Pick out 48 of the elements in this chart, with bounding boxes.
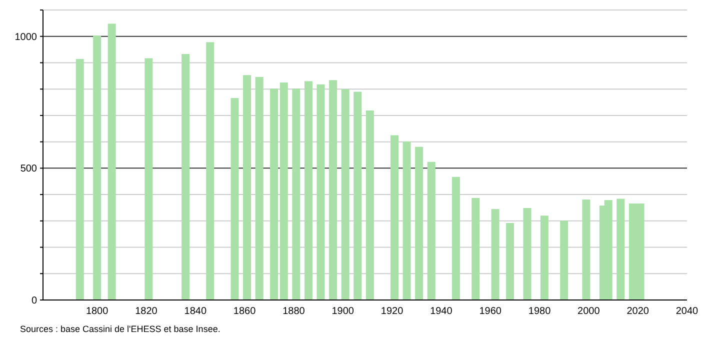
y-tick-label: 500 [20, 164, 38, 175]
bar [255, 76, 264, 300]
x-tick-label: 1920 [380, 306, 404, 317]
bar [616, 198, 625, 300]
bar [108, 24, 116, 300]
bar [182, 54, 190, 300]
x-tick-label: 2000 [578, 306, 600, 317]
x-tick-label: 1800 [86, 306, 109, 317]
bar [329, 80, 338, 300]
x-tick-label: 1900 [332, 306, 354, 317]
bar [390, 135, 398, 300]
x-tick-label: 1820 [135, 306, 158, 317]
bar [491, 209, 500, 300]
bar [354, 92, 362, 300]
bar [523, 208, 532, 300]
bar [452, 176, 460, 300]
bar [402, 142, 411, 300]
x-tick-label: 1980 [528, 306, 552, 317]
bar [341, 89, 350, 300]
bar [472, 198, 480, 300]
bar [270, 88, 278, 300]
x-tick-label: 2040 [676, 306, 699, 317]
bar [206, 42, 214, 300]
bar [540, 216, 548, 300]
bar [366, 110, 374, 300]
x-tick-label: 2020 [626, 306, 650, 317]
source-note: Sources : base Cassini de l'EHESS et base Insee. [20, 324, 220, 334]
x-tick-label: 1960 [479, 306, 502, 317]
bar [560, 220, 568, 300]
bar [230, 98, 239, 300]
bar [76, 59, 84, 300]
x-tick-label: 1860 [233, 306, 256, 317]
bar [292, 88, 300, 300]
x-tick-label: 1940 [430, 306, 453, 317]
bar [93, 36, 102, 300]
bar [582, 200, 590, 300]
bar [243, 75, 252, 300]
bar [144, 58, 153, 300]
y-tick-label: 0 [31, 296, 38, 306]
bar [427, 162, 436, 300]
x-tick-label: 1880 [282, 306, 306, 317]
bar [506, 223, 514, 300]
x-tick-label: 1840 [184, 306, 207, 317]
y-tick-label: 1000 [14, 32, 38, 43]
bar [280, 82, 288, 300]
bar [415, 146, 424, 300]
bar [316, 84, 325, 300]
bar [304, 81, 312, 300]
